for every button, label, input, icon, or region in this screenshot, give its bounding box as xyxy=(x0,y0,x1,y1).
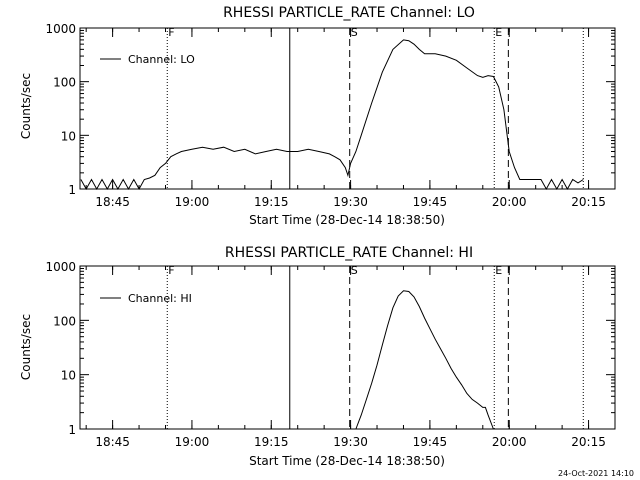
series-line-hi xyxy=(355,290,494,430)
y-tick-label: 100 xyxy=(53,314,76,328)
y-tick-label: 1000 xyxy=(45,22,76,36)
marker-label: E xyxy=(495,264,502,277)
x-tick-label: 19:00 xyxy=(175,435,210,449)
marker-label: S xyxy=(351,26,358,39)
x-axis-label: Start Time (28-Dec-14 18:38:50) xyxy=(249,213,445,227)
x-tick-label: 19:30 xyxy=(333,195,368,209)
chart-title: RHESSI PARTICLE_RATE Channel: LO xyxy=(223,5,475,21)
x-ticks: 18:45 19:00 19:15 19:30 19:45 20:00 20:15 xyxy=(85,28,616,209)
y-tick-label: 100 xyxy=(53,76,76,90)
panel-lo: RHESSI PARTICLE_RATE Channel: LO Counts/… xyxy=(19,5,616,227)
x-axis-label: Start Time (28-Dec-14 18:38:50) xyxy=(249,454,445,468)
legend: Channel: LO xyxy=(100,53,195,66)
x-tick-label: 19:45 xyxy=(413,195,448,209)
x-tick-label: 19:15 xyxy=(254,435,289,449)
y-axis-label: Counts/sec xyxy=(19,314,33,380)
x-tick-label: 18:45 xyxy=(95,195,130,209)
y-tick-label: 10 xyxy=(61,129,76,143)
plot-frame xyxy=(79,27,616,190)
x-tick-label: 20:15 xyxy=(571,435,606,449)
timestamp-stamp: 24-Oct-2021 14:10 xyxy=(558,469,634,478)
marker-label: F xyxy=(168,26,174,39)
marker-label: S xyxy=(351,264,358,277)
y-tick-label: 1000 xyxy=(45,260,76,274)
marker-label: F xyxy=(168,264,174,277)
x-tick-label: 19:30 xyxy=(333,435,368,449)
y-ticks: 1 10 100 1000 xyxy=(45,260,615,437)
x-tick-label: 19:45 xyxy=(413,435,448,449)
x-tick-label: 20:00 xyxy=(492,195,527,209)
x-tick-label: 18:45 xyxy=(95,435,130,449)
legend-label: Channel: LO xyxy=(128,53,195,66)
series-line-lo xyxy=(80,39,584,191)
x-ticks: 18:45 19:00 19:15 19:30 19:45 20:00 20:15 xyxy=(85,266,616,449)
marker-label: E xyxy=(495,26,502,39)
y-axis-label: Counts/sec xyxy=(19,73,33,139)
y-ticks: 1 10 100 1000 xyxy=(45,22,615,197)
x-tick-label: 19:15 xyxy=(254,195,289,209)
x-tick-label: 20:00 xyxy=(492,435,527,449)
chart-title: RHESSI PARTICLE_RATE Channel: HI xyxy=(225,245,473,261)
y-tick-label: 1 xyxy=(68,423,76,437)
legend-label: Channel: HI xyxy=(128,292,192,305)
y-tick-label: 1 xyxy=(68,183,76,197)
legend: Channel: HI xyxy=(100,292,192,305)
y-tick-label: 10 xyxy=(61,369,76,383)
panel-hi: RHESSI PARTICLE_RATE Channel: HI Counts/… xyxy=(19,245,616,468)
plot-frame xyxy=(79,265,616,430)
x-tick-label: 20:15 xyxy=(571,195,606,209)
x-tick-label: 19:00 xyxy=(175,195,210,209)
